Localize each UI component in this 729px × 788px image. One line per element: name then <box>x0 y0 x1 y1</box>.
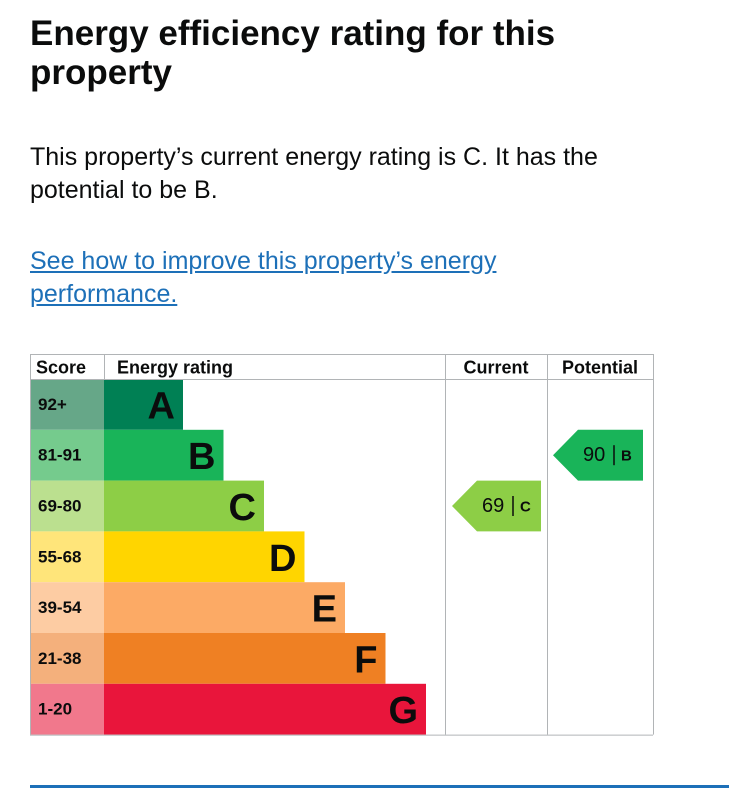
column-header: Energy rating <box>117 358 233 378</box>
summary: This property’s current energy rating is… <box>30 143 598 204</box>
rating-bar <box>104 480 264 532</box>
potential-band: B <box>621 448 632 465</box>
rating-bar <box>104 429 224 481</box>
band-letter: E <box>312 589 337 631</box>
score-label: 21-38 <box>38 649 81 668</box>
band-letter: C <box>229 487 256 529</box>
rating-bar <box>104 379 183 430</box>
band-letter: D <box>269 538 296 580</box>
potential-score: 90 <box>583 444 605 466</box>
score-label: 69-80 <box>38 497 81 516</box>
rating-bar <box>104 633 386 684</box>
score-label: 55-68 <box>38 547 81 566</box>
score-label: 92+ <box>38 395 67 414</box>
band-letter: G <box>388 690 418 732</box>
score-label: 81-91 <box>38 446 81 465</box>
score-cell <box>30 582 104 633</box>
current-score: 69 <box>482 495 504 517</box>
band-letter: B <box>188 436 215 478</box>
band-letter: A <box>148 385 175 427</box>
score-cell <box>30 633 104 684</box>
potential-arrow <box>553 429 643 481</box>
column-header: Score <box>36 358 86 378</box>
rating-bar <box>104 582 345 633</box>
rating-bar <box>104 531 305 583</box>
divider <box>30 785 729 788</box>
rating-bar <box>104 683 426 735</box>
score-label: 39-54 <box>38 598 82 617</box>
score-cell <box>30 683 104 735</box>
score-cell <box>30 480 104 532</box>
band-letter: F <box>354 639 377 681</box>
page-title: Energy efficiency rating for this proper… <box>30 14 556 92</box>
improve-link[interactable]: See how to improve this property’s energ… <box>30 247 497 308</box>
current-band: C <box>520 499 531 516</box>
column-header: Potential <box>562 358 638 378</box>
current-arrow <box>452 480 541 532</box>
score-cell <box>30 429 104 481</box>
column-header: Current <box>463 358 528 378</box>
score-cell <box>30 531 104 583</box>
score-cell <box>30 379 104 430</box>
score-label: 1-20 <box>38 700 72 719</box>
